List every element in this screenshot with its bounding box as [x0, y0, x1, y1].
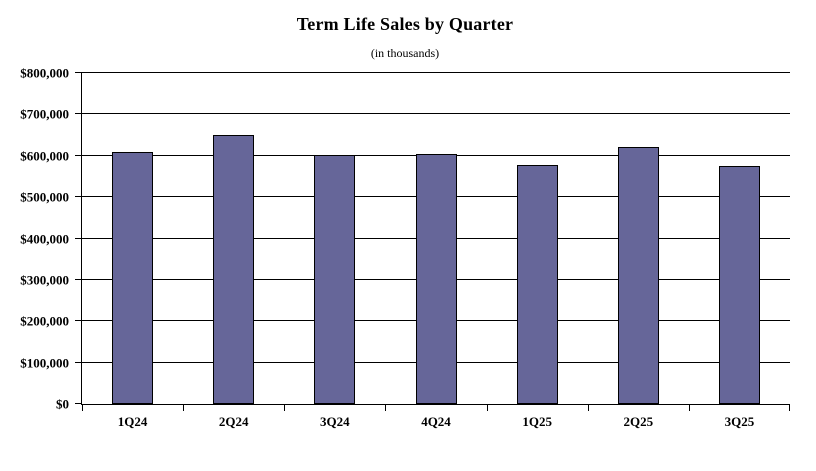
x-axis-label-4Q24: 4Q24 [421, 414, 451, 429]
y-axis-label: $400,000 [20, 231, 69, 246]
x-axis-label-3Q24: 3Q24 [320, 414, 350, 429]
bar-1Q24 [112, 151, 154, 404]
y-axis-label: $200,000 [20, 313, 69, 329]
y-axis-tick [75, 320, 82, 322]
x-axis-tick [789, 404, 790, 411]
x-axis-label-1Q24: 1Q24 [117, 414, 148, 429]
x-axis-tick [82, 404, 83, 411]
x-axis-tick [284, 404, 286, 411]
x-axis-tick [385, 404, 387, 411]
y-axis-tick [75, 278, 82, 280]
x-axis-tick [183, 404, 185, 411]
bar-1Q25 [516, 164, 558, 404]
y-axis-label: $100,000 [20, 355, 69, 371]
x-axis-tick [486, 404, 488, 411]
y-axis-label: $0 [56, 396, 69, 412]
bar-2Q25 [617, 146, 659, 404]
plot-area: $0 $100,000 $200,000 $300,000 $400,000 $500,0… [20, 67, 790, 429]
y-axis-label: $300,000 [20, 272, 69, 288]
bar-4Q24 [415, 153, 457, 404]
y-axis-tick [75, 361, 82, 363]
x-axis-label-1Q25: 1Q25 [522, 414, 552, 429]
y-axis-label: $700,000 [20, 106, 69, 122]
y-axis-tick [75, 113, 82, 115]
x-axis-label-2Q25: 2Q25 [623, 414, 654, 429]
y-axis-tick [75, 196, 82, 198]
y-axis-label: $600,000 [20, 148, 69, 164]
bar-2Q24 [213, 135, 255, 404]
y-axis-label: $800,000 [20, 65, 69, 81]
x-axis-tick [688, 404, 690, 411]
y-axis-tick [75, 237, 82, 239]
bar-3Q24 [314, 154, 356, 404]
x-axis-label-2Q24: 2Q24 [218, 414, 249, 429]
y-axis-tick [75, 403, 82, 404]
gridline-700000 [82, 113, 790, 115]
y-axis-tick [75, 154, 82, 156]
x-axis-label-3Q25: 3Q25 [724, 414, 755, 429]
chart-title: Term Life Sales by Quarter [296, 14, 514, 34]
x-axis-tick [587, 404, 589, 411]
y-axis-tick [75, 72, 82, 73]
gridline-800000 [82, 72, 790, 73]
y-axis-label: $500,000 [20, 189, 69, 205]
chart-subtitle: (in thousands) [370, 46, 440, 60]
bar-3Q25 [718, 166, 760, 404]
